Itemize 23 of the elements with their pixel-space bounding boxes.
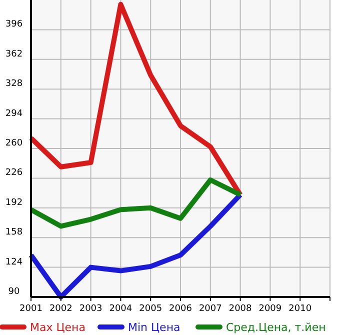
y-tick-label: 192 — [5, 198, 23, 208]
y-tick-label: 362 — [5, 49, 23, 60]
x-tick-label: 2001 — [20, 304, 42, 314]
x-tick-label: 2006 — [169, 304, 192, 314]
x-tick-label: 2003 — [79, 304, 102, 314]
y-tick-label: 328 — [5, 79, 23, 90]
x-tick-label: 2010 — [288, 304, 312, 314]
y-tick-label: 158 — [5, 228, 23, 238]
y-tick-label: 294 — [5, 108, 23, 119]
y-tick-label: 90 — [8, 287, 20, 297]
y-tick-label: 124 — [5, 257, 23, 268]
legend-label: Min Цена — [128, 321, 180, 334]
x-tick-label: 2005 — [139, 304, 162, 314]
legend-label: Max Цена — [30, 321, 86, 334]
y-tick-label: 396 — [5, 20, 23, 30]
x-tick-label: 2007 — [198, 304, 222, 314]
y-tick-label: 226 — [5, 168, 23, 178]
y-tick-label: 260 — [5, 138, 23, 148]
x-tick-label: 2008 — [228, 304, 252, 314]
x-tick-label: 2009 — [258, 304, 282, 314]
legend-label: Сред.Цена, т.йен — [226, 321, 326, 334]
x-tick-label: 2004 — [109, 304, 132, 314]
x-tick-label: 2002 — [49, 304, 72, 314]
